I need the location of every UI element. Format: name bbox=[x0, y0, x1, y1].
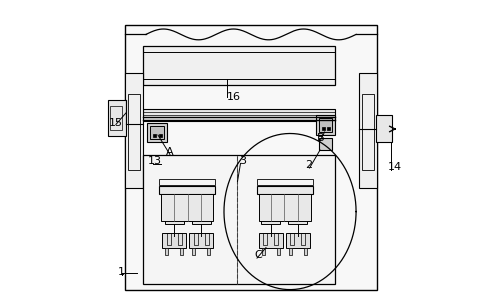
Text: 3: 3 bbox=[238, 155, 245, 165]
Bar bbox=[288, 248, 291, 255]
Bar bbox=[318, 138, 331, 150]
Bar bbox=[287, 200, 307, 224]
Bar bbox=[318, 118, 331, 132]
Bar bbox=[143, 155, 334, 284]
Bar bbox=[361, 95, 373, 169]
Bar bbox=[274, 233, 278, 245]
Bar bbox=[315, 115, 334, 135]
Bar bbox=[161, 194, 213, 221]
Bar bbox=[290, 233, 293, 245]
Text: A: A bbox=[165, 147, 173, 157]
Bar bbox=[143, 112, 334, 115]
Bar bbox=[147, 123, 167, 142]
Text: 1: 1 bbox=[117, 267, 124, 277]
Bar bbox=[191, 200, 211, 224]
Bar bbox=[193, 233, 197, 245]
Bar bbox=[158, 134, 161, 137]
Bar bbox=[165, 248, 168, 255]
Bar bbox=[205, 233, 208, 245]
Bar bbox=[375, 115, 391, 142]
Bar bbox=[162, 233, 186, 248]
Bar bbox=[303, 248, 306, 255]
Bar bbox=[257, 186, 312, 194]
Bar bbox=[167, 233, 170, 245]
Bar bbox=[180, 248, 183, 255]
Text: 14: 14 bbox=[387, 161, 401, 171]
Bar bbox=[159, 178, 214, 185]
Bar bbox=[301, 233, 305, 245]
Bar bbox=[207, 248, 210, 255]
Bar bbox=[358, 73, 376, 188]
Bar bbox=[261, 248, 264, 255]
Bar bbox=[159, 186, 214, 194]
Bar bbox=[143, 46, 334, 85]
Bar bbox=[260, 200, 280, 224]
Bar bbox=[108, 101, 126, 136]
Bar bbox=[153, 134, 156, 137]
Text: 13: 13 bbox=[147, 155, 161, 165]
Text: 16: 16 bbox=[226, 92, 240, 102]
Text: B: B bbox=[317, 133, 324, 143]
Bar bbox=[258, 194, 311, 221]
Bar bbox=[192, 248, 195, 255]
Text: 2: 2 bbox=[305, 160, 312, 170]
Bar bbox=[276, 248, 279, 255]
Bar bbox=[257, 178, 312, 185]
Bar bbox=[143, 109, 334, 122]
Bar bbox=[189, 233, 213, 248]
Bar bbox=[125, 25, 376, 290]
Bar bbox=[285, 233, 309, 248]
Bar bbox=[128, 95, 140, 169]
Text: 15: 15 bbox=[108, 118, 122, 128]
Bar bbox=[326, 127, 329, 130]
Bar bbox=[125, 73, 143, 188]
Bar bbox=[150, 126, 164, 139]
Bar bbox=[143, 52, 334, 79]
Bar bbox=[263, 233, 266, 245]
Bar bbox=[164, 200, 184, 224]
Bar bbox=[258, 233, 282, 248]
Bar bbox=[321, 127, 324, 130]
Text: C: C bbox=[254, 250, 261, 260]
Bar bbox=[110, 106, 122, 131]
Bar bbox=[178, 233, 181, 245]
